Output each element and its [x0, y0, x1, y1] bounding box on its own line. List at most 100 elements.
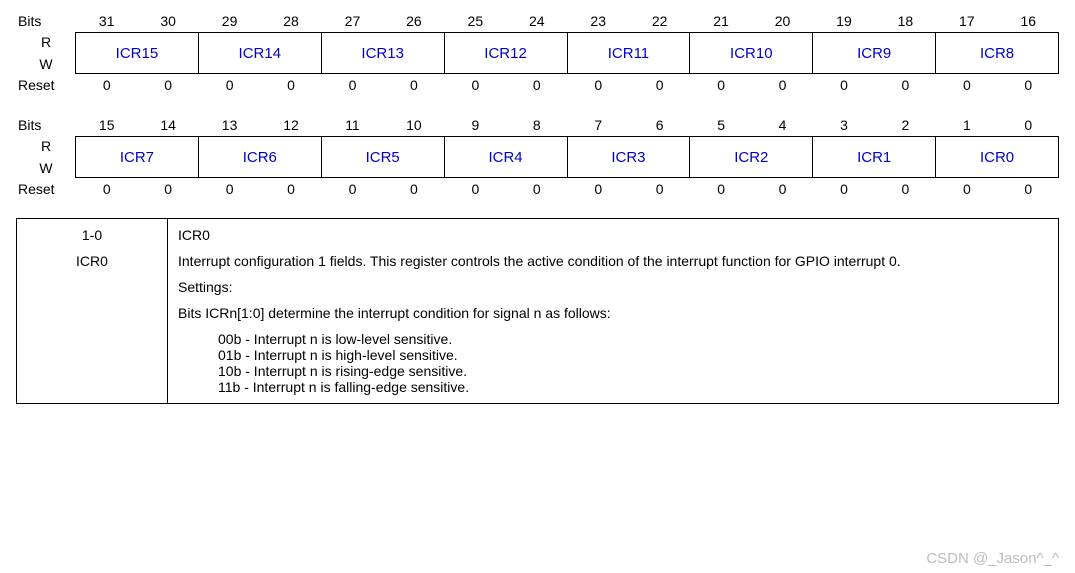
bit-number: 2: [875, 114, 936, 136]
bit-number: 1: [936, 114, 997, 136]
bit-number: 6: [629, 114, 690, 136]
field-cell: ICR4: [444, 136, 568, 178]
reset-value: 0: [629, 178, 690, 200]
desc-options: 00b - Interrupt n is low-level sensitive…: [218, 331, 1048, 395]
bit-number: 28: [260, 10, 321, 32]
desc-condition-line: Bits ICRn[1:0] determine the interrupt c…: [178, 305, 1048, 321]
field-cell: ICR13: [321, 32, 445, 74]
bit-number: 26: [383, 10, 444, 32]
bit-number: 25: [445, 10, 506, 32]
register-row-lower: Bits 15 14 13 12 11 10 9 8 7 6 5 4 3 2 1…: [16, 114, 1059, 200]
desc-paragraph: Interrupt configuration 1 fields. This r…: [178, 253, 1048, 269]
reset-value: 0: [690, 74, 751, 96]
desc-settings-label: Settings:: [178, 279, 1048, 295]
desc-title: ICR0: [178, 227, 1048, 243]
reset-value: 0: [752, 74, 813, 96]
bit-number: 30: [137, 10, 198, 32]
field-row: R W ICR7 ICR6 ICR5 ICR4 ICR3 ICR2 ICR1 I…: [16, 136, 1059, 178]
field-cell: ICR5: [321, 136, 445, 178]
bit-number: 20: [752, 10, 813, 32]
reset-row: Reset 0 0 0 0 0 0 0 0 0 0 0 0 0 0 0 0: [16, 74, 1059, 96]
bit-number: 18: [875, 10, 936, 32]
reset-value: 0: [445, 74, 506, 96]
field-cell: ICR12: [444, 32, 568, 74]
bit-number: 9: [445, 114, 506, 136]
field-description-table: 1-0 ICR0 ICR0 Interrupt configuration 1 …: [16, 218, 1059, 404]
rw-label: R W: [16, 136, 76, 178]
reset-value: 0: [936, 74, 997, 96]
watermark-text: CSDN @_Jason^_^: [926, 550, 1059, 567]
bit-numbers-row: Bits 15 14 13 12 11 10 9 8 7 6 5 4 3 2 1…: [16, 114, 1059, 136]
r-label: R: [16, 138, 76, 154]
desc-option: 11b - Interrupt n is falling-edge sensit…: [218, 379, 1048, 395]
reset-value: 0: [383, 74, 444, 96]
bit-number: 4: [752, 114, 813, 136]
reset-value: 0: [998, 178, 1059, 200]
reset-label: Reset: [16, 74, 76, 96]
bit-number: 21: [690, 10, 751, 32]
desc-fieldname: ICR0: [27, 253, 157, 269]
rw-label: R W: [16, 32, 76, 74]
r-label: R: [16, 34, 76, 50]
reset-value: 0: [260, 178, 321, 200]
field-cell: ICR9: [812, 32, 936, 74]
desc-bits: 1-0: [27, 227, 157, 243]
bits-label: Bits: [16, 114, 76, 136]
bit-number: 17: [936, 10, 997, 32]
desc-body-cell: ICR0 Interrupt configuration 1 fields. T…: [168, 219, 1059, 404]
reset-value: 0: [568, 74, 629, 96]
bit-number: 23: [568, 10, 629, 32]
desc-bits-cell: 1-0 ICR0: [17, 219, 168, 404]
reset-value: 0: [445, 178, 506, 200]
field-cell: ICR3: [567, 136, 691, 178]
reset-value: 0: [322, 178, 383, 200]
bit-numbers-row: Bits 31 30 29 28 27 26 25 24 23 22 21 20…: [16, 10, 1059, 32]
reset-value: 0: [137, 74, 198, 96]
desc-option: 00b - Interrupt n is low-level sensitive…: [218, 331, 1048, 347]
field-cell: ICR1: [812, 136, 936, 178]
reset-label: Reset: [16, 178, 76, 200]
w-label: W: [16, 160, 76, 176]
field-cell: ICR6: [198, 136, 322, 178]
reset-value: 0: [936, 178, 997, 200]
field-cell: ICR15: [75, 32, 199, 74]
reset-value: 0: [137, 178, 198, 200]
reset-value: 0: [690, 178, 751, 200]
reset-value: 0: [260, 74, 321, 96]
bit-number: 5: [690, 114, 751, 136]
bit-number: 31: [76, 10, 137, 32]
bit-number: 14: [137, 114, 198, 136]
reset-value: 0: [199, 74, 260, 96]
reset-row: Reset 0 0 0 0 0 0 0 0 0 0 0 0 0 0 0 0: [16, 178, 1059, 200]
bit-number: 15: [76, 114, 137, 136]
reset-value: 0: [875, 74, 936, 96]
reset-value: 0: [199, 178, 260, 200]
field-cell: ICR10: [689, 32, 813, 74]
register-row-upper: Bits 31 30 29 28 27 26 25 24 23 22 21 20…: [16, 10, 1059, 96]
field-cell: ICR0: [935, 136, 1059, 178]
w-label: W: [16, 56, 76, 72]
bits-label: Bits: [16, 10, 76, 32]
reset-value: 0: [383, 178, 444, 200]
reset-value: 0: [506, 74, 567, 96]
bit-number: 24: [506, 10, 567, 32]
bit-number: 10: [383, 114, 444, 136]
bit-number: 22: [629, 10, 690, 32]
reset-value: 0: [76, 74, 137, 96]
field-cell: ICR11: [567, 32, 691, 74]
bit-number: 19: [813, 10, 874, 32]
reset-value: 0: [629, 74, 690, 96]
reset-value: 0: [998, 74, 1059, 96]
field-cell: ICR7: [75, 136, 199, 178]
field-cell: ICR8: [935, 32, 1059, 74]
bit-number: 27: [322, 10, 383, 32]
reset-value: 0: [813, 178, 874, 200]
bit-number: 16: [998, 10, 1059, 32]
reset-value: 0: [813, 74, 874, 96]
field-cell: ICR2: [689, 136, 813, 178]
bit-number: 29: [199, 10, 260, 32]
reset-value: 0: [322, 74, 383, 96]
desc-option: 01b - Interrupt n is high-level sensitiv…: [218, 347, 1048, 363]
desc-option: 10b - Interrupt n is rising-edge sensiti…: [218, 363, 1048, 379]
reset-value: 0: [568, 178, 629, 200]
